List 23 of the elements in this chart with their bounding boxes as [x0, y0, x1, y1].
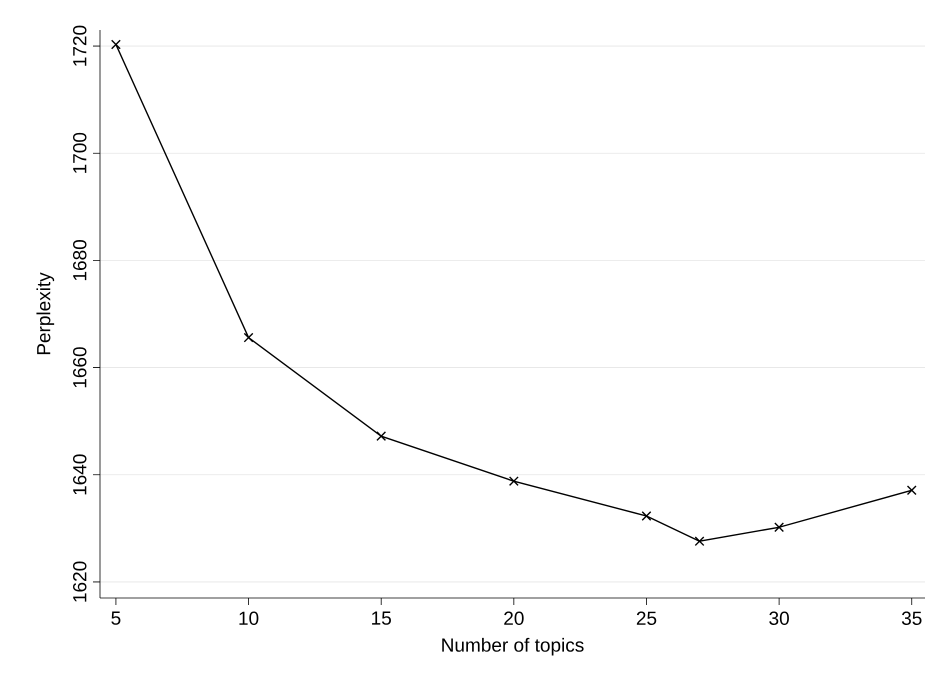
point: [906, 485, 917, 496]
point: [508, 476, 519, 486]
x-tick-label: 15: [372, 612, 391, 625]
y-tick-label: 1680: [73, 240, 86, 280]
point: [376, 431, 386, 442]
point: [110, 40, 121, 50]
y-axis-title: Perplexity: [36, 272, 54, 354]
y-tick-label: 1620: [73, 562, 86, 602]
y-tick-label: 1640: [73, 454, 86, 494]
point: [642, 511, 652, 521]
x-tick-label: 35: [902, 612, 922, 625]
point: [694, 536, 704, 546]
y-tick-label: 1720: [73, 26, 86, 66]
x-tick-label: 20: [504, 612, 524, 625]
point: [244, 332, 254, 343]
y-tick-label: 1700: [73, 132, 86, 173]
x-axis-title: Number of topics: [442, 638, 584, 656]
y-tick-label: 1660: [73, 347, 86, 388]
x-tick-label: 10: [239, 612, 258, 625]
x-tick-label: 30: [769, 612, 789, 625]
point: [774, 522, 784, 532]
x-tick-label: 25: [636, 612, 656, 625]
x-tick-label: 5: [111, 612, 120, 625]
